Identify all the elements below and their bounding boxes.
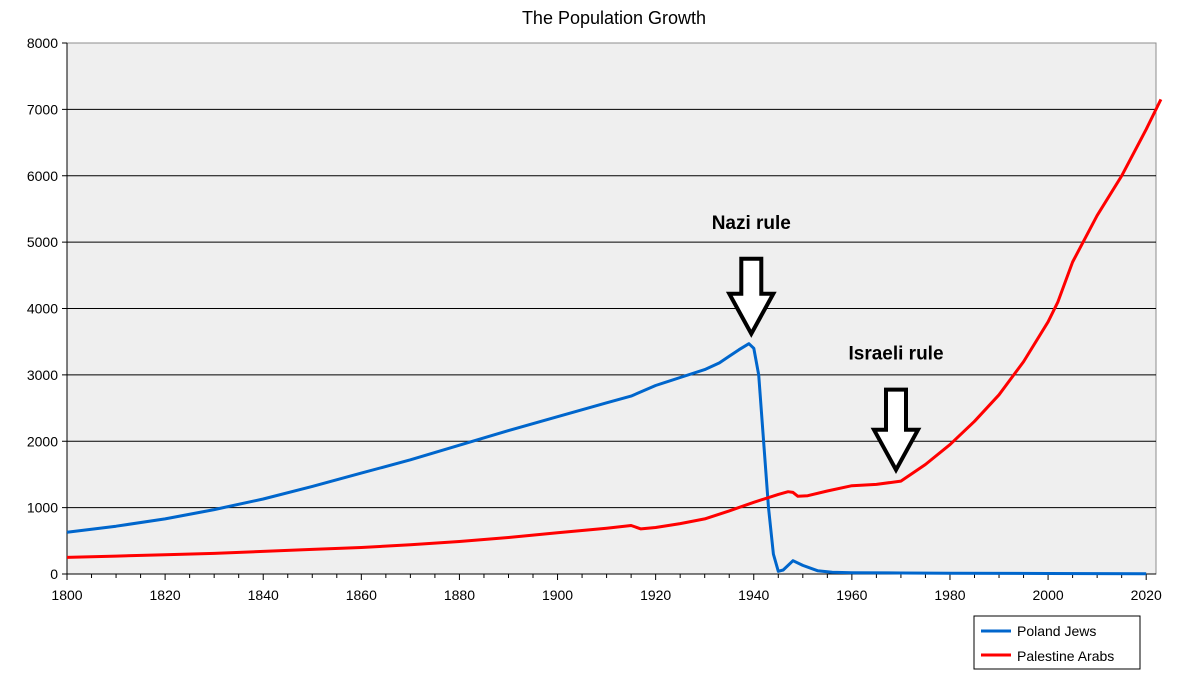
gridlines bbox=[67, 108, 1156, 509]
legend: Poland Jews Palestine Arabs bbox=[973, 615, 1141, 670]
x-tick-label: 1900 bbox=[542, 587, 573, 603]
y-tick-label: 0 bbox=[50, 566, 58, 582]
y-tick-label: 6000 bbox=[27, 168, 58, 184]
x-tick-label: 1880 bbox=[444, 587, 475, 603]
legend-box bbox=[973, 615, 1141, 670]
y-tick-label: 1000 bbox=[27, 500, 58, 516]
x-tick-label: 1980 bbox=[934, 587, 965, 603]
y-tick-label: 2000 bbox=[27, 433, 58, 449]
x-tick-label: 1800 bbox=[51, 587, 82, 603]
x-tick-label: 1860 bbox=[346, 587, 377, 603]
x-tick-label: 1960 bbox=[836, 587, 867, 603]
y-tick-label: 3000 bbox=[27, 367, 58, 383]
x-tick-label: 2020 bbox=[1131, 587, 1162, 603]
annotations: Nazi rule Israeli rule bbox=[712, 213, 944, 474]
y-tick-label: 7000 bbox=[27, 101, 58, 117]
chart-title: The Population Growth bbox=[522, 8, 706, 28]
series-lines bbox=[66, 98, 1163, 576]
series-line-palestine-arabs bbox=[66, 98, 1163, 559]
annotation-arrow bbox=[725, 256, 777, 338]
y-tick-label: 5000 bbox=[27, 234, 58, 250]
annotation-label: Israeli rule bbox=[848, 344, 943, 365]
legend-label-poland-jews: Poland Jews bbox=[1017, 623, 1096, 639]
annotation-label: Nazi rule bbox=[712, 213, 791, 234]
axes: 0 1000 2000 3000 4000 5000 6000 7000 8000 1800 182… bbox=[27, 35, 1162, 603]
y-tick-label: 4000 bbox=[27, 301, 58, 317]
x-tick-label: 1820 bbox=[150, 587, 181, 603]
x-tick-label: 1840 bbox=[248, 587, 279, 603]
x-tick-label: 2000 bbox=[1033, 587, 1064, 603]
legend-label-palestine-arabs: Palestine Arabs bbox=[1017, 648, 1114, 664]
x-tick-label: 1920 bbox=[640, 587, 671, 603]
series-line-poland-jews bbox=[66, 342, 1147, 576]
annotation-arrow bbox=[870, 387, 922, 474]
x-tick-label: 1940 bbox=[738, 587, 769, 603]
y-tick-label: 8000 bbox=[27, 35, 58, 51]
